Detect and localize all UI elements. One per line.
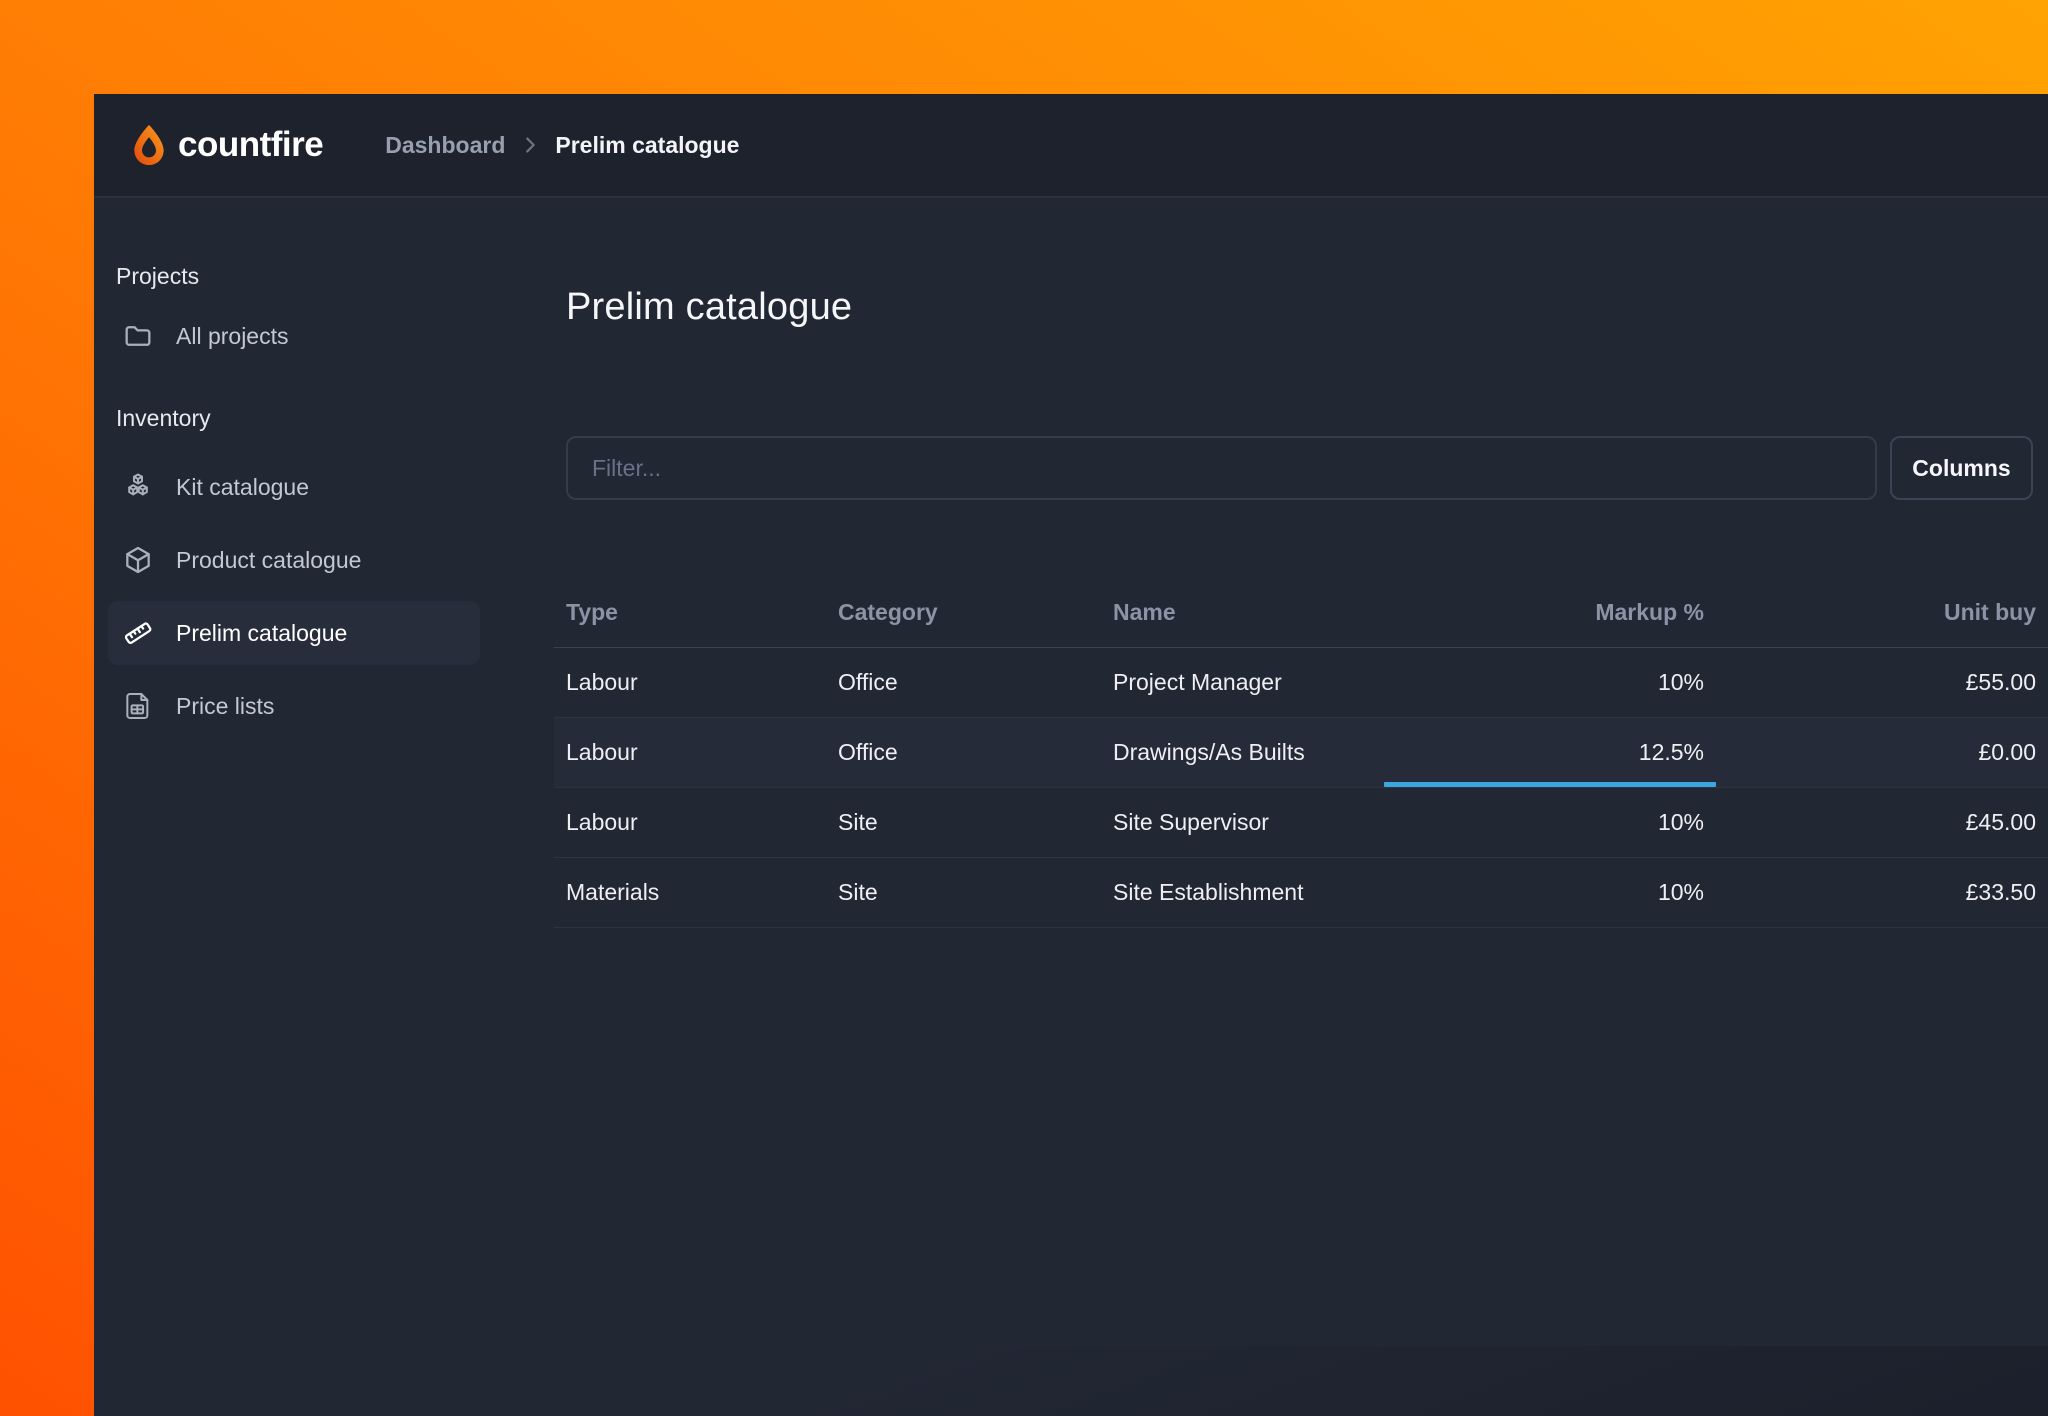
edit-indicator-underline bbox=[1384, 782, 1716, 787]
logo-text: countfire bbox=[178, 125, 324, 164]
breadcrumb: Dashboard Prelim catalogue bbox=[385, 132, 739, 159]
sidebar-item-label: Price lists bbox=[176, 692, 275, 719]
column-header-markup[interactable]: Markup % bbox=[1595, 599, 1704, 625]
folder-icon bbox=[125, 326, 151, 346]
column-header-name[interactable]: Name bbox=[1113, 599, 1176, 625]
table-row[interactable]: Labour Site Site Supervisor 10% £45.00 bbox=[554, 788, 2048, 858]
droplet-icon bbox=[134, 124, 164, 166]
sidebar: Projects All projects Inventory Kit cata… bbox=[94, 198, 494, 1416]
cell-unit-buy[interactable]: £45.00 bbox=[1965, 809, 2036, 835]
filter-input[interactable] bbox=[566, 436, 1877, 500]
cell-name: Drawings/As Builts bbox=[1113, 739, 1305, 765]
app-window: countfire Dashboard Prelim catalogue Pro… bbox=[94, 94, 2048, 1416]
toolbar: Columns bbox=[566, 436, 2048, 500]
cell-category: Office bbox=[838, 739, 898, 765]
column-header-unit-buy[interactable]: Unit buy bbox=[1944, 599, 2036, 625]
column-header-category[interactable]: Category bbox=[838, 599, 938, 625]
cell-type: Labour bbox=[566, 739, 638, 765]
invoice-icon bbox=[126, 693, 149, 719]
table-row[interactable]: Labour Office Drawings/As Builts 12.5% £… bbox=[554, 718, 2048, 788]
cell-markup[interactable]: 10% bbox=[1657, 879, 1704, 905]
cell-markup[interactable]: 10% bbox=[1657, 669, 1704, 695]
cell-name: Project Manager bbox=[1113, 669, 1282, 695]
cell-unit-buy[interactable]: £55.00 bbox=[1965, 669, 2036, 695]
table-row[interactable]: Labour Office Project Manager 10% £55.00 bbox=[554, 648, 2048, 718]
sidebar-section-inventory: Inventory bbox=[116, 405, 211, 431]
breadcrumb-current: Prelim catalogue bbox=[555, 131, 740, 158]
sidebar-item-price-lists[interactable]: Price lists bbox=[108, 674, 480, 738]
sidebar-item-all-projects[interactable]: All projects bbox=[108, 304, 480, 368]
cell-markup[interactable]: 10% bbox=[1657, 809, 1704, 835]
cell-type: Labour bbox=[566, 809, 638, 835]
cell-name: Site Supervisor bbox=[1113, 809, 1269, 835]
cell-markup-editing[interactable]: 12.5% bbox=[1384, 718, 1716, 787]
breadcrumb-dashboard[interactable]: Dashboard bbox=[385, 131, 506, 158]
column-header-type[interactable]: Type bbox=[566, 599, 618, 625]
table-row[interactable]: Materials Site Site Establishment 10% £3… bbox=[554, 858, 2048, 928]
cell-category: Site bbox=[838, 879, 878, 905]
sidebar-item-label: Product catalogue bbox=[176, 546, 362, 573]
sidebar-item-product-catalogue[interactable]: Product catalogue bbox=[108, 528, 480, 592]
sidebar-item-label: All projects bbox=[176, 322, 289, 349]
sidebar-item-prelim-catalogue[interactable]: Prelim catalogue bbox=[108, 601, 480, 665]
cell-name: Site Establishment bbox=[1113, 879, 1304, 905]
page-title: Prelim catalogue bbox=[566, 286, 853, 328]
countfire-logo[interactable]: countfire bbox=[128, 121, 324, 169]
sidebar-item-kit-catalogue[interactable]: Kit catalogue bbox=[108, 455, 480, 519]
chevron-right-icon bbox=[526, 137, 536, 153]
cell-type: Labour bbox=[566, 669, 638, 695]
sidebar-section-projects: Projects bbox=[116, 263, 200, 289]
columns-button[interactable]: Columns bbox=[1890, 436, 2033, 500]
table-header-row: Type Category Name Markup % Unit buy bbox=[554, 578, 2048, 648]
top-bar: countfire Dashboard Prelim catalogue bbox=[94, 94, 2048, 198]
cubes-icon bbox=[128, 473, 148, 496]
cell-category: Site bbox=[838, 809, 878, 835]
ruler-icon bbox=[124, 622, 152, 645]
markup-value: 12.5% bbox=[1638, 739, 1704, 765]
cell-unit-buy[interactable]: £0.00 bbox=[1978, 739, 2036, 765]
cell-category: Office bbox=[838, 669, 898, 695]
cell-unit-buy[interactable]: £33.50 bbox=[1965, 879, 2036, 905]
cell-type: Materials bbox=[566, 879, 660, 905]
prelim-table: Type Category Name Markup % Unit buy Lab… bbox=[554, 578, 2048, 928]
sidebar-item-label: Prelim catalogue bbox=[176, 619, 348, 646]
sidebar-item-label: Kit catalogue bbox=[176, 473, 309, 500]
cube-icon bbox=[126, 546, 150, 574]
